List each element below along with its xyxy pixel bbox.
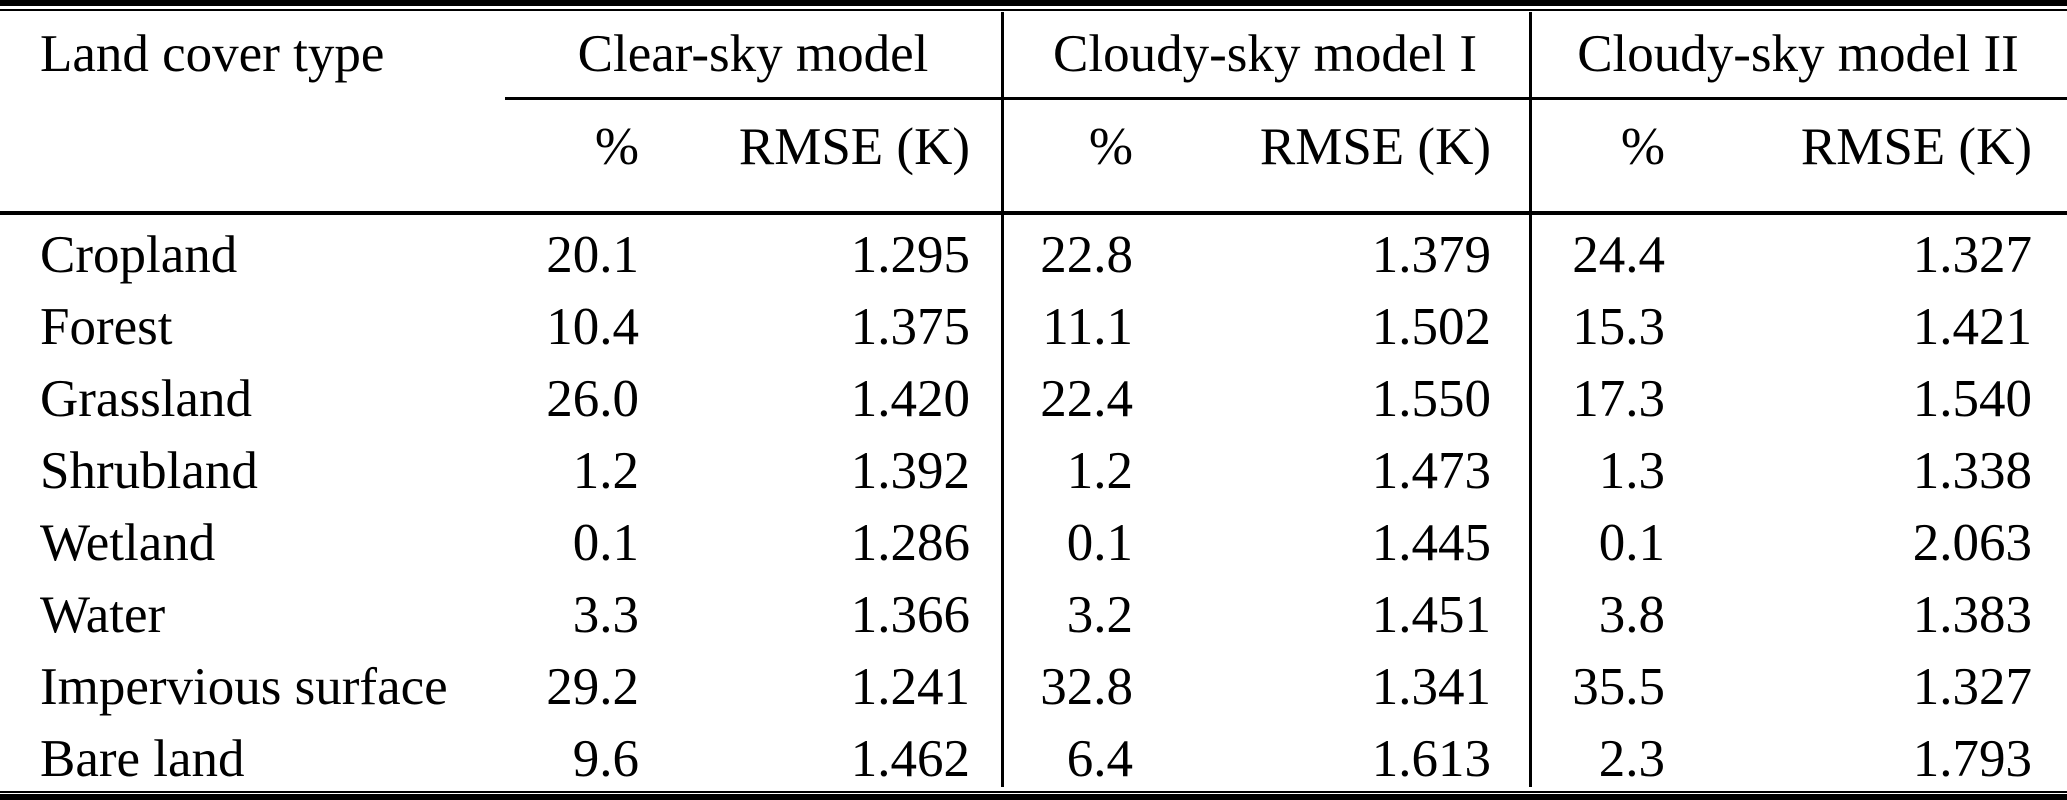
table-row: Bare land 9.6 1.462 6.4 1.613 2.3 1.793: [0, 723, 2067, 795]
cell-clear-pct: 29.2: [546, 658, 639, 716]
row-label: Shrubland: [40, 442, 258, 500]
table-row: Cropland 20.1 1.295 22.8 1.379 24.4 1.32…: [0, 219, 2067, 291]
top-rule-thin: [0, 9, 2067, 11]
cell-clear-pct: 1.2: [572, 442, 639, 500]
cell-cloudy1-pct: 22.8: [1040, 226, 1133, 284]
cell-cloudy2-rmse: 1.421: [1912, 298, 2032, 356]
row-label: Impervious surface: [40, 658, 448, 716]
group-header-cloudy-sky-model-2: Cloudy-sky model II: [1577, 25, 2019, 83]
cell-cloudy1-rmse: 1.379: [1371, 226, 1491, 284]
table-row: Impervious surface 29.2 1.241 32.8 1.341…: [0, 651, 2067, 723]
cell-cloudy2-rmse: 1.793: [1912, 730, 2032, 788]
table-row: Shrubland 1.2 1.392 1.2 1.473 1.3 1.338: [0, 435, 2067, 507]
top-rule-thick: [0, 0, 2067, 6]
row-label: Forest: [40, 298, 173, 356]
cell-cloudy2-pct: 17.3: [1572, 370, 1665, 428]
column-divider: [1001, 100, 1004, 211]
row-label: Bare land: [40, 730, 245, 788]
row-label: Cropland: [40, 226, 238, 284]
cell-cloudy1-pct: 6.4: [1066, 730, 1133, 788]
group-header-clear-sky-model: Clear-sky model: [577, 25, 929, 83]
cell-cloudy1-pct: 3.2: [1066, 586, 1133, 644]
cell-cloudy2-rmse: 1.383: [1912, 586, 2032, 644]
cell-cloudy2-pct: 2.3: [1598, 730, 1665, 788]
cell-cloudy1-pct: 22.4: [1040, 370, 1133, 428]
group-underline-rule: [505, 97, 2067, 100]
cell-clear-pct: 26.0: [546, 370, 639, 428]
cell-cloudy1-rmse: 1.613: [1371, 730, 1491, 788]
cell-cloudy2-rmse: 2.063: [1912, 514, 2032, 572]
cell-cloudy1-pct: 0.1: [1066, 514, 1133, 572]
subheader-rmse-cloudy-sky-2: RMSE (K): [1800, 118, 2032, 176]
cell-cloudy1-pct: 11.1: [1042, 298, 1133, 356]
header-body-rule: [0, 211, 2067, 215]
bottom-rule-thick: [0, 794, 2067, 800]
table-body: Cropland 20.1 1.295 22.8 1.379 24.4 1.32…: [0, 219, 2067, 795]
row-label: Water: [40, 586, 166, 644]
cell-cloudy2-pct: 35.5: [1572, 658, 1665, 716]
cell-clear-rmse: 1.286: [850, 514, 970, 572]
column-divider: [1529, 215, 1532, 787]
table-row: Wetland 0.1 1.286 0.1 1.445 0.1 2.063: [0, 507, 2067, 579]
cell-clear-pct: 10.4: [546, 298, 639, 356]
subheader-percent-cloudy-sky-1: %: [1088, 118, 1133, 176]
cell-clear-rmse: 1.241: [850, 658, 970, 716]
column-header-land-cover-type: Land cover type: [40, 25, 385, 83]
row-label: Wetland: [40, 514, 216, 572]
cell-cloudy1-rmse: 1.445: [1371, 514, 1491, 572]
cell-clear-rmse: 1.366: [850, 586, 970, 644]
cell-cloudy2-pct: 15.3: [1572, 298, 1665, 356]
cell-clear-rmse: 1.295: [850, 226, 970, 284]
subheader-rmse-cloudy-sky-1: RMSE (K): [1259, 118, 1491, 176]
group-header-cloudy-sky-model-1: Cloudy-sky model I: [1053, 25, 1477, 83]
cell-cloudy2-pct: 1.3: [1598, 442, 1665, 500]
column-divider: [1001, 215, 1004, 787]
table-row: Forest 10.4 1.375 11.1 1.502 15.3 1.421: [0, 291, 2067, 363]
cell-cloudy2-rmse: 1.540: [1912, 370, 2032, 428]
cell-cloudy2-pct: 3.8: [1598, 586, 1665, 644]
table-row: Water 3.3 1.366 3.2 1.451 3.8 1.383: [0, 579, 2067, 651]
cell-cloudy1-rmse: 1.473: [1371, 442, 1491, 500]
cell-cloudy1-pct: 32.8: [1040, 658, 1133, 716]
cell-cloudy2-pct: 0.1: [1598, 514, 1665, 572]
subheader-percent-clear-sky: %: [594, 118, 639, 176]
cell-cloudy1-rmse: 1.502: [1371, 298, 1491, 356]
bottom-rule-thin: [0, 791, 2067, 793]
table-row: Grassland 26.0 1.420 22.4 1.550 17.3 1.5…: [0, 363, 2067, 435]
cell-clear-pct: 3.3: [572, 586, 639, 644]
cell-cloudy2-rmse: 1.338: [1912, 442, 2032, 500]
cell-clear-rmse: 1.420: [850, 370, 970, 428]
cell-clear-rmse: 1.462: [850, 730, 970, 788]
column-divider: [1001, 12, 1004, 97]
cell-clear-pct: 20.1: [546, 226, 639, 284]
cell-cloudy2-rmse: 1.327: [1912, 226, 2032, 284]
column-divider: [1529, 12, 1532, 97]
cell-clear-pct: 0.1: [572, 514, 639, 572]
cell-clear-rmse: 1.392: [850, 442, 970, 500]
column-divider: [1529, 100, 1532, 211]
cell-cloudy1-rmse: 1.341: [1371, 658, 1491, 716]
cell-cloudy1-pct: 1.2: [1066, 442, 1133, 500]
cell-clear-pct: 9.6: [572, 730, 639, 788]
cell-cloudy1-rmse: 1.451: [1371, 586, 1491, 644]
subheader-rmse-clear-sky: RMSE (K): [738, 118, 970, 176]
cell-clear-rmse: 1.375: [850, 298, 970, 356]
cell-cloudy1-rmse: 1.550: [1371, 370, 1491, 428]
cell-cloudy2-pct: 24.4: [1572, 226, 1665, 284]
subheader-percent-cloudy-sky-2: %: [1620, 118, 1665, 176]
row-label: Grassland: [40, 370, 252, 428]
cell-cloudy2-rmse: 1.327: [1912, 658, 2032, 716]
